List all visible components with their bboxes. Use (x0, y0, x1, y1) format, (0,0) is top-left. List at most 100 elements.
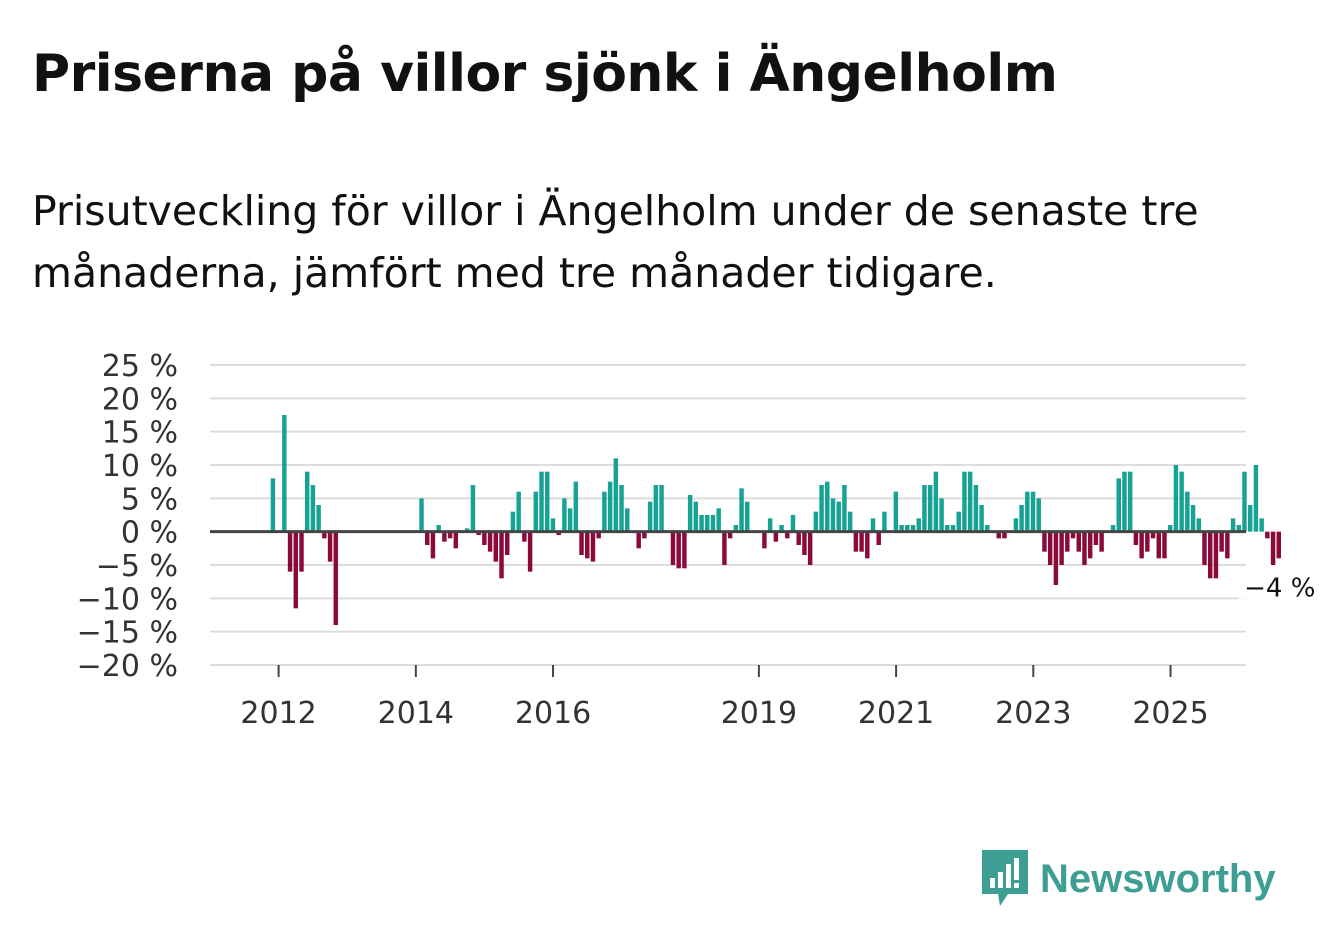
bar (1047, 531, 1053, 565)
bar (1082, 531, 1087, 565)
bar (733, 525, 739, 532)
bar (476, 531, 481, 535)
bar (1259, 518, 1264, 532)
bars-layer (270, 415, 1282, 625)
bar (1139, 531, 1144, 559)
bar (796, 531, 801, 545)
bar (270, 478, 276, 532)
bar (882, 511, 887, 532)
y-tick-label: 0 % (121, 516, 178, 551)
bar (967, 471, 973, 532)
bar (779, 525, 784, 532)
bar (1065, 531, 1070, 552)
bar (1207, 531, 1213, 579)
bar (1025, 491, 1030, 532)
bar (522, 531, 527, 542)
bar (602, 491, 607, 532)
bar (1173, 465, 1179, 532)
bar (927, 485, 933, 532)
bar (1190, 505, 1196, 532)
bar (842, 485, 847, 532)
x-tick-label: 2023 (995, 696, 1071, 731)
bar (870, 518, 876, 532)
bar (1122, 471, 1127, 532)
bar (499, 531, 504, 579)
bar (642, 531, 647, 539)
bar (1236, 525, 1242, 532)
brand-name: Newsworthy (1040, 856, 1276, 901)
bar (945, 525, 950, 532)
bar (745, 501, 750, 532)
bar (893, 491, 899, 532)
bar (424, 531, 430, 545)
bar (1087, 531, 1093, 559)
bar (1070, 531, 1076, 539)
bar (322, 531, 327, 539)
bar (1156, 531, 1161, 559)
chart-title: Priserna på villor sjönk i Ängelholm (32, 44, 1058, 104)
bar (790, 515, 796, 532)
bar (1247, 505, 1253, 532)
bar (716, 508, 721, 532)
bar (1110, 525, 1116, 532)
bar (579, 531, 584, 555)
bar (1030, 491, 1036, 532)
bar (1225, 531, 1230, 559)
bar (956, 511, 961, 532)
bar (636, 531, 641, 549)
bar (682, 531, 687, 569)
bar (939, 498, 944, 532)
bar (1145, 531, 1150, 552)
bar (625, 508, 630, 532)
bar (1099, 531, 1104, 552)
bar (1196, 518, 1201, 532)
bar (527, 531, 533, 572)
bar (687, 495, 693, 532)
bar (310, 485, 316, 532)
bar (1150, 531, 1156, 539)
bar (1127, 471, 1133, 532)
bar (859, 531, 864, 552)
y-tick-label: 20 % (102, 382, 178, 417)
bar (304, 471, 310, 532)
bar (676, 531, 681, 569)
bar (487, 531, 493, 552)
x-tick-label: 2014 (378, 696, 454, 731)
bar (699, 515, 704, 532)
bar (653, 485, 659, 532)
bar (670, 531, 676, 565)
bar (1270, 531, 1276, 565)
newsworthy-brand: Newsworthy (980, 850, 1276, 908)
bar (430, 531, 436, 559)
y-tick-label: 25 % (102, 349, 178, 384)
grid-layer (210, 364, 1246, 666)
bar (556, 531, 561, 535)
bar (516, 491, 521, 532)
bar (482, 531, 487, 545)
bar (802, 531, 807, 555)
bar (1059, 531, 1064, 565)
bar (1213, 531, 1219, 579)
bar (762, 531, 767, 549)
bar (853, 531, 859, 552)
x-tick-label: 2012 (240, 696, 316, 731)
bar (1167, 525, 1173, 532)
bar (727, 531, 733, 539)
bar (773, 531, 779, 542)
last-value-label-bg (1238, 570, 1322, 605)
bar (899, 525, 904, 532)
bar (693, 501, 699, 532)
bar (659, 485, 664, 532)
bar (573, 481, 579, 532)
bar (973, 485, 979, 532)
bar (436, 525, 441, 532)
bar (1133, 531, 1139, 545)
y-tick-label: 10 % (102, 449, 178, 484)
y-tick-label: −20 % (77, 649, 178, 684)
bar (1002, 531, 1007, 539)
axis-layer: 25 %20 %15 %10 %5 %0 %−5 %−10 %−15 %−20 … (77, 349, 1246, 731)
bar (562, 498, 567, 532)
bar (419, 498, 424, 532)
bar (830, 498, 836, 532)
bar (333, 531, 339, 625)
